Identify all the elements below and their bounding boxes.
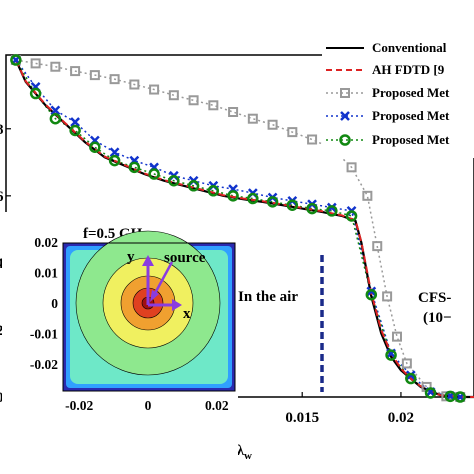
inset-y-tick-label: 0.01: [34, 266, 58, 281]
data-point-square: [50, 61, 61, 72]
data-point-circle: [424, 387, 437, 399]
annotation-cfs-range: (10−: [423, 310, 452, 326]
data-point-circle: [345, 210, 358, 222]
data-point-circle: [227, 190, 239, 202]
legend-marker-x: [340, 111, 350, 121]
data-point-circle: [148, 168, 160, 180]
inset-plot: f=0.5 GHz -0.02 0 0.020.020.010-0.01-0.02 …: [2, 212, 238, 468]
data-point-circle: [326, 205, 338, 217]
data-point-square: [401, 358, 412, 369]
data-point-circle: [405, 372, 417, 385]
data-point-square: [168, 90, 179, 101]
series-line-3: [15, 59, 461, 398]
data-point-square: [208, 100, 219, 111]
inset-y-tick-label: 0: [51, 296, 58, 311]
data-point-square: [372, 241, 383, 252]
data-point-square: [391, 331, 402, 342]
x-tick-label: 0.015: [285, 410, 319, 426]
legend-label-conventional: Conventional: [372, 40, 447, 55]
data-point-circle: [247, 192, 259, 205]
inset-y-label: y: [127, 249, 135, 265]
legend-label-proposed-3: Proposed Met: [372, 132, 450, 147]
data-point-square: [362, 190, 373, 201]
data-point-square: [247, 113, 258, 124]
legend-marker-square: [340, 88, 350, 98]
annotation-cfs: CFS-: [418, 290, 451, 306]
data-point-circle: [454, 391, 466, 403]
marker-layer: [10, 54, 466, 403]
data-point-circle: [10, 54, 22, 66]
inset-y-arrowhead: [142, 255, 154, 266]
data-point-square: [382, 291, 393, 302]
y-tick-label: 2: [0, 323, 4, 339]
legend-label-proposed-2: Proposed Met: [372, 108, 450, 123]
data-point-circle: [266, 196, 279, 208]
data-point-square: [149, 84, 160, 95]
data-point-square: [109, 74, 120, 85]
data-point-square: [228, 107, 239, 117]
data-point-circle: [29, 87, 42, 100]
inset-frame: [62, 242, 236, 392]
data-point-square: [267, 119, 278, 130]
inset-x-arrowhead: [172, 299, 182, 311]
y-tick-label: 0: [0, 390, 4, 406]
data-point-circle: [306, 202, 318, 215]
data-point-x: [50, 105, 61, 116]
inset-source-label: source: [164, 250, 206, 266]
inset-field-map: [63, 230, 235, 391]
data-point-square: [188, 95, 199, 106]
inset-x-label: x: [183, 306, 191, 322]
inset-y-tick-label: -0.02: [30, 357, 58, 372]
series-line-2: [15, 59, 461, 398]
inset-source-arrow: [151, 261, 174, 298]
data-point-circle: [365, 288, 378, 301]
data-point-circle: [108, 154, 121, 167]
legend: Conventional AH FDTD [9 Proposed Met Pro…: [322, 30, 474, 158]
data-point-circle: [69, 124, 81, 137]
y-tick-label: 6: [0, 189, 4, 205]
data-point-x: [70, 117, 80, 127]
y-tick-label: 8: [0, 122, 4, 138]
data-point-square: [89, 70, 100, 81]
inset-y-tick-label: 0.02: [34, 235, 58, 250]
inset-x-tick-label: -0.02: [65, 398, 93, 413]
data-point-square: [129, 79, 140, 90]
data-point-circle: [207, 185, 220, 197]
data-point-square: [30, 58, 41, 69]
data-point-circle: [128, 161, 141, 174]
data-point-square: [70, 66, 81, 77]
data-point-circle: [187, 180, 200, 192]
data-point-circle: [168, 174, 180, 187]
data-point-square: [307, 134, 318, 145]
legend-label-ah-fdtd: AH FDTD [9: [372, 62, 445, 77]
inset-source-arrowhead: [150, 290, 159, 302]
data-point-x: [109, 147, 120, 158]
data-point-circle: [385, 349, 397, 361]
data-point-circle: [49, 112, 62, 125]
data-point-square: [287, 127, 298, 138]
data-point-square: [346, 162, 357, 173]
inset-x-tick-label: 0: [145, 398, 152, 413]
legend-marker-circle: [339, 134, 351, 146]
annotation-in-air: In the air: [238, 289, 298, 305]
x-tick-label: 0.02: [388, 410, 414, 426]
inset-y-tick-label: -0.01: [30, 326, 58, 341]
inset-ticks: -0.02 0 0.02 0.02 0.01 0 -0.01 -0.02: [30, 235, 229, 413]
data-point-circle: [89, 141, 101, 153]
inset-x-tick-label: 0.02: [205, 398, 229, 413]
legend-label-proposed-1: Proposed Met: [372, 85, 450, 100]
data-point-circle: [286, 199, 299, 211]
